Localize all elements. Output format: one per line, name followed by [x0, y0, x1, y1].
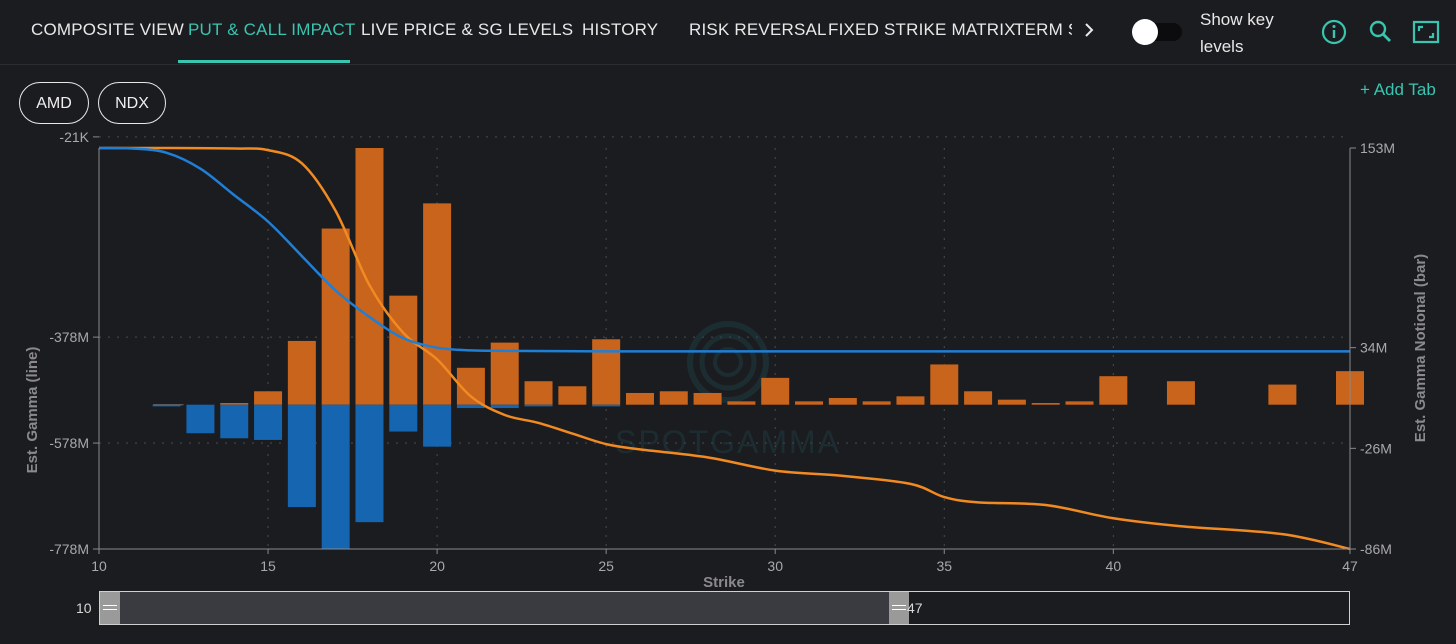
call-gamma-line — [98, 146, 1351, 551]
call-bar — [862, 401, 891, 405]
range-slider-max-label: 47 — [907, 600, 923, 616]
put-bar — [592, 404, 621, 407]
chart-grid — [98, 136, 1351, 550]
toggle-knob — [1132, 19, 1158, 45]
right-y-tick-label: 153M — [1360, 140, 1395, 156]
ticker-tab-amd[interactable]: AMD — [19, 82, 89, 124]
slider-selected-range[interactable] — [100, 592, 910, 624]
chart-axes — [98, 148, 1351, 550]
right-y-axis-title: Est. Gamma Notional (bar) — [1412, 254, 1429, 442]
right-y-tick-label: 34M — [1360, 340, 1387, 356]
grip-icon — [892, 605, 907, 610]
ticker-tab-ndx[interactable]: NDX — [98, 82, 166, 124]
call-bar — [795, 401, 824, 405]
call-bar — [220, 403, 249, 405]
call-bar — [1099, 376, 1128, 405]
call-bar — [659, 391, 688, 405]
call-bar — [727, 401, 756, 405]
call-bar — [558, 386, 587, 405]
put-bar — [220, 404, 249, 439]
call-bar — [693, 392, 722, 405]
active-tab-indicator — [178, 60, 350, 63]
call-bar — [625, 392, 654, 405]
call-bar — [896, 396, 925, 405]
chevron-right-icon[interactable] — [1083, 20, 1095, 45]
show-key-levels-toggle[interactable] — [1132, 19, 1184, 45]
add-tab-button[interactable]: + Add Tab — [1360, 80, 1436, 99]
put-bar — [490, 404, 519, 409]
put-bar — [524, 404, 553, 407]
call-bar — [1166, 381, 1195, 405]
right-y-tick-label: -86M — [1360, 541, 1392, 557]
top-navigation: COMPOSITE VIEW PUT & CALL IMPACT LIVE PR… — [0, 0, 1456, 65]
call-bar — [964, 391, 993, 405]
x-tick-label: 10 — [91, 558, 107, 574]
x-tick-label: 35 — [936, 558, 952, 574]
x-tick-label: 20 — [429, 558, 445, 574]
left-y-tick-label: -21K — [59, 130, 89, 145]
x-tick-label: 40 — [1106, 558, 1122, 574]
left-y-axis-title: Est. Gamma (line) — [24, 347, 41, 474]
tab-fixed-strike-matrix[interactable]: FIXED STRIKE MATRIX — [828, 20, 1016, 39]
call-bar — [389, 295, 418, 405]
call-bar — [828, 397, 857, 405]
x-tick-label: 15 — [260, 558, 276, 574]
search-icon[interactable] — [1367, 18, 1395, 46]
axis-ticks: 10 15 20 25 30 35 40 47 -21K -378M -578M -778M 153M 3… — [49, 130, 1395, 574]
put-bar — [456, 404, 485, 409]
put-bar — [152, 404, 181, 407]
tab-risk-reversal[interactable]: RISK REVERSAL — [689, 20, 827, 39]
put-gamma-line — [98, 146, 1350, 353]
show-key-levels-label: Show key levels — [1200, 10, 1274, 56]
put-call-impact-chart: SPOTGAMMA 10 15 20 25 30 35 40 47 -21K -378M -578M… — [24, 130, 1429, 590]
spotgamma-watermark: SPOTGAMMA — [615, 321, 841, 460]
call-bar — [997, 399, 1026, 405]
x-tick-label: 47 — [1342, 558, 1358, 574]
tab-put-call-impact[interactable]: PUT & CALL IMPACT — [188, 20, 356, 39]
x-axis-title: Strike — [703, 574, 745, 590]
put-bar — [355, 404, 384, 523]
tab-live-price-sg-levels[interactable]: LIVE PRICE & SG LEVELS — [361, 20, 574, 39]
left-y-tick-label: -578M — [49, 435, 89, 451]
svg-text:SPOTGAMMA: SPOTGAMMA — [615, 424, 841, 460]
put-bar — [254, 404, 283, 440]
call-bar — [287, 340, 316, 405]
tab-history[interactable]: HISTORY — [582, 20, 659, 39]
put-bar — [389, 404, 418, 432]
tab-composite-view[interactable]: COMPOSITE VIEW — [31, 20, 184, 39]
slider-handle-right[interactable] — [889, 592, 910, 624]
x-tick-label: 30 — [767, 558, 783, 574]
call-bar — [761, 377, 790, 405]
slider-handle-left[interactable] — [100, 592, 120, 624]
call-bar — [592, 339, 621, 405]
call-bar — [1065, 401, 1094, 405]
put-bar — [287, 404, 316, 508]
call-bar — [355, 148, 384, 405]
put-bar — [321, 404, 350, 549]
call-bar — [321, 228, 350, 405]
left-y-tick-label: -378M — [49, 329, 89, 345]
call-bar — [490, 342, 519, 405]
bar-series — [152, 148, 1364, 549]
call-bar — [1031, 403, 1060, 405]
call-bar — [524, 381, 553, 405]
put-bar — [186, 404, 215, 434]
line-series — [98, 146, 1351, 551]
call-bar — [930, 364, 959, 405]
left-y-tick-label: -778M — [49, 541, 89, 557]
call-bar — [254, 391, 283, 405]
info-icon[interactable] — [1320, 18, 1348, 46]
call-bar — [1268, 384, 1297, 405]
strike-range-slider[interactable] — [99, 591, 1350, 625]
fullscreen-icon[interactable] — [1412, 18, 1440, 46]
put-bar — [423, 404, 452, 447]
tab-term-structure[interactable]: TERM S — [1014, 20, 1072, 39]
right-y-tick-label: -26M — [1360, 440, 1392, 456]
call-bar — [423, 203, 452, 405]
grip-icon — [103, 605, 117, 610]
range-slider-min-label: 10 — [76, 600, 92, 616]
x-tick-label: 25 — [598, 558, 614, 574]
